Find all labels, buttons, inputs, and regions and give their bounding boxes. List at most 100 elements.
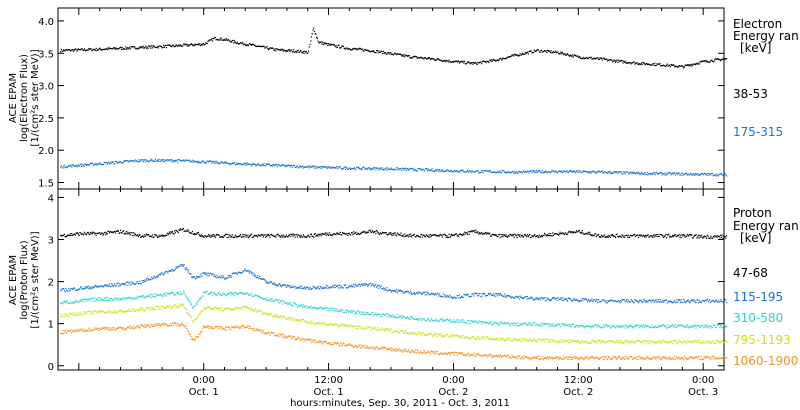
undefined-point <box>115 230 117 232</box>
undefined-point <box>398 234 401 236</box>
undefined-point <box>355 231 357 233</box>
undefined-point <box>546 323 549 325</box>
undefined-point <box>628 62 630 64</box>
undefined-point <box>565 232 567 234</box>
undefined-point <box>647 301 649 303</box>
undefined-point <box>625 300 627 302</box>
undefined-point <box>533 49 535 51</box>
undefined-point <box>292 165 294 167</box>
undefined-point <box>299 235 301 237</box>
undefined-point <box>508 323 510 325</box>
undefined-point <box>515 54 518 56</box>
undefined-point <box>222 293 225 295</box>
undefined-point <box>700 236 702 238</box>
undefined-point <box>538 49 540 51</box>
undefined-point <box>284 235 286 237</box>
undefined-point <box>481 231 483 234</box>
undefined-point <box>669 236 671 238</box>
undefined-point <box>251 43 253 45</box>
undefined-point <box>625 234 627 236</box>
undefined-point <box>87 285 89 287</box>
undefined-point <box>644 171 646 174</box>
undefined-point <box>267 163 269 165</box>
undefined-point <box>120 162 122 164</box>
undefined-point <box>592 235 594 237</box>
undefined-point <box>185 308 188 311</box>
undefined-point <box>312 29 314 31</box>
undefined-point <box>573 326 575 328</box>
undefined-point <box>605 58 607 60</box>
undefined-point <box>644 64 646 66</box>
undefined-point <box>72 164 74 166</box>
undefined-point <box>615 60 617 62</box>
undefined-point <box>722 301 724 303</box>
undefined-point <box>452 171 454 173</box>
undefined-point <box>523 235 525 237</box>
undefined-point <box>104 284 106 286</box>
undefined-point <box>288 302 290 304</box>
undefined-point <box>459 169 461 171</box>
undefined-point <box>136 297 138 299</box>
undefined-point <box>416 291 418 293</box>
undefined-point <box>390 52 392 54</box>
undefined-point <box>694 234 697 236</box>
undefined-point <box>424 294 426 296</box>
undefined-point <box>143 310 145 312</box>
undefined-point <box>438 293 441 295</box>
undefined-point <box>572 231 574 233</box>
undefined-point <box>197 275 199 278</box>
undefined-point <box>711 327 713 329</box>
undefined-point <box>374 284 376 286</box>
undefined-point <box>612 60 614 62</box>
undefined-point <box>527 53 529 55</box>
undefined-point <box>561 323 563 325</box>
undefined-point <box>258 235 260 237</box>
undefined-point <box>716 301 718 303</box>
undefined-point <box>176 305 178 307</box>
undefined-point <box>575 231 577 234</box>
undefined-point <box>63 234 65 237</box>
undefined-ytick-label: 1.5 <box>38 179 54 190</box>
undefined-point <box>194 319 196 321</box>
undefined-point <box>466 293 468 295</box>
undefined-point <box>495 60 497 62</box>
undefined-point <box>628 300 630 302</box>
undefined-point <box>414 170 416 172</box>
undefined-point <box>477 231 479 233</box>
undefined-point <box>598 236 600 238</box>
undefined-point <box>80 163 82 165</box>
undefined-point <box>123 297 125 299</box>
undefined-point <box>273 49 276 51</box>
undefined-point <box>495 171 498 173</box>
undefined-point <box>406 235 408 237</box>
undefined-point <box>350 169 352 171</box>
undefined-point <box>434 292 436 294</box>
undefined-point <box>659 233 661 235</box>
undefined-point <box>669 325 671 327</box>
undefined-point <box>446 318 448 320</box>
undefined-point <box>220 277 222 279</box>
undefined-point <box>60 316 62 318</box>
undefined-point <box>706 234 708 236</box>
undefined-point <box>669 172 671 174</box>
undefined-point <box>660 325 662 327</box>
undefined-point <box>164 295 166 297</box>
undefined-point <box>720 300 722 302</box>
undefined-point <box>190 160 192 162</box>
undefined-point <box>310 166 313 168</box>
undefined-point <box>219 294 221 296</box>
undefined-point <box>282 300 284 303</box>
undefined-point <box>580 324 582 326</box>
undefined-point <box>587 58 589 60</box>
undefined-point <box>119 47 121 49</box>
undefined-point <box>490 292 492 294</box>
undefined-point <box>243 162 245 164</box>
undefined-point <box>531 323 533 325</box>
undefined-point <box>497 235 499 237</box>
undefined-point <box>151 293 153 295</box>
undefined-point <box>121 162 123 164</box>
undefined-point <box>307 52 309 54</box>
undefined-point <box>604 300 606 302</box>
undefined-point <box>709 237 711 239</box>
undefined-point <box>569 298 572 300</box>
